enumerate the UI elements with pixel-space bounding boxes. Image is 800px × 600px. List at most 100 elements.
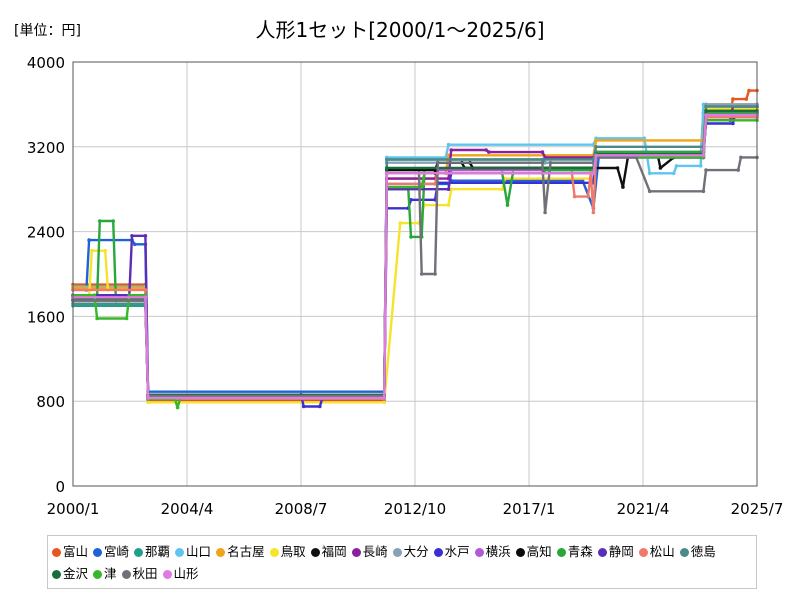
legend-item: 横浜 [474, 541, 511, 563]
legend-item: 富山 [52, 541, 88, 563]
data-point [672, 171, 676, 176]
data-point [658, 166, 663, 170]
data-point [540, 150, 545, 154]
data-point [548, 160, 553, 165]
data-point [382, 400, 387, 405]
legend-label: 高知 [526, 544, 552, 559]
data-point [594, 145, 598, 149]
legend-marker-icon [638, 548, 648, 557]
tick-labels: 0 800 1600 2400 3200 4000 2000/1 2004/4 2008/7 20… [27, 54, 784, 518]
data-point [90, 248, 94, 253]
data-point [446, 203, 451, 207]
data-point [701, 153, 706, 158]
data-point [739, 155, 743, 160]
data-point [505, 203, 510, 207]
data-point [621, 185, 625, 189]
legend-item: 高知 [515, 541, 552, 563]
legend-label: 福岡 [321, 544, 347, 559]
data-point [731, 121, 735, 126]
data-point [701, 102, 706, 107]
data-point [704, 104, 708, 109]
data-point [484, 148, 488, 152]
data-point [704, 168, 708, 172]
data-point [175, 405, 180, 410]
data-point [591, 171, 596, 176]
legend-label: 静岡 [608, 544, 634, 559]
data-point [95, 316, 99, 321]
legend: 富山 宮崎 那覇 山口 名古屋 鳥取 福岡 長崎 大分 水戸 横浜 高知 青森 静岡 松山 徳島金沢津秋田 山形 [47, 535, 757, 589]
legend-label: 青森 [567, 544, 593, 559]
legend-marker-icon [162, 570, 172, 579]
legend-marker-icon [52, 570, 61, 579]
data-point [500, 187, 505, 191]
data-point [318, 404, 322, 409]
data-point [132, 242, 137, 247]
chart-title: 人形1セット[2000/1～2025/6] [255, 18, 545, 42]
x-tick-label: 2000/1 [47, 500, 100, 518]
data-point [543, 210, 547, 215]
legend-item: 水戸 [433, 541, 470, 563]
y-tick-label: 1600 [27, 308, 65, 326]
data-point [594, 153, 598, 158]
data-point [385, 166, 389, 170]
data-point [446, 187, 451, 191]
data-point [444, 155, 448, 160]
data-point [586, 194, 590, 199]
legend-item: 福岡 [310, 541, 347, 563]
series-layer [71, 88, 759, 410]
data-point [146, 396, 150, 400]
legend-marker-icon [52, 548, 61, 557]
legend-label: 横浜 [485, 544, 511, 559]
data-point [382, 396, 387, 400]
legend-marker-icon [556, 548, 566, 557]
x-tick-label: 2017/1 [503, 500, 556, 518]
legend-marker-icon [121, 570, 131, 579]
data-point [647, 189, 652, 194]
x-tick-label: 2012/10 [384, 500, 446, 518]
legend-item: 山形 [162, 563, 199, 585]
data-point [540, 160, 545, 165]
data-point [301, 404, 306, 409]
legend-marker-icon [93, 570, 103, 579]
legend-label: 富山 [63, 544, 89, 559]
data-point [736, 168, 740, 172]
data-point [409, 235, 413, 239]
legend-marker-icon [175, 548, 185, 557]
legend-marker-icon [597, 548, 607, 557]
legend-label: 山口 [186, 544, 212, 559]
legend-marker-icon [515, 548, 525, 557]
legend-item: 名古屋 [216, 541, 265, 563]
legend-item: 秋田 [121, 563, 158, 585]
data-point [572, 194, 577, 199]
legend-marker-icon [310, 548, 320, 557]
legend-marker-icon [216, 548, 226, 557]
legend-label: 秋田 [132, 566, 158, 581]
data-point [594, 138, 598, 143]
data-point [704, 109, 708, 113]
data-point [487, 150, 491, 154]
legend-item: 静岡 [597, 541, 634, 563]
data-point [146, 400, 150, 405]
plot-frame [72, 61, 758, 487]
legend-marker-icon [433, 548, 443, 557]
y-tick-label: 2400 [27, 224, 65, 242]
legend-marker-icon [269, 548, 279, 557]
legend-item: 津 [93, 563, 117, 585]
legend-item: 宮崎 [93, 541, 129, 563]
data-point [704, 113, 708, 117]
legend-marker-icon [474, 548, 484, 557]
y-tick-label: 4000 [27, 54, 65, 72]
y-tick-label: 3200 [27, 139, 65, 157]
legend-marker-icon [93, 548, 103, 557]
data-point [130, 234, 134, 238]
legend-label: 徳島 [690, 544, 716, 559]
data-point [449, 187, 454, 191]
x-tick-label: 2021/4 [617, 500, 670, 518]
data-point [143, 288, 148, 292]
data-point [385, 157, 389, 162]
x-tick-label: 2004/4 [161, 500, 214, 518]
data-point [747, 88, 751, 93]
data-point [744, 97, 749, 101]
data-point [433, 168, 437, 172]
